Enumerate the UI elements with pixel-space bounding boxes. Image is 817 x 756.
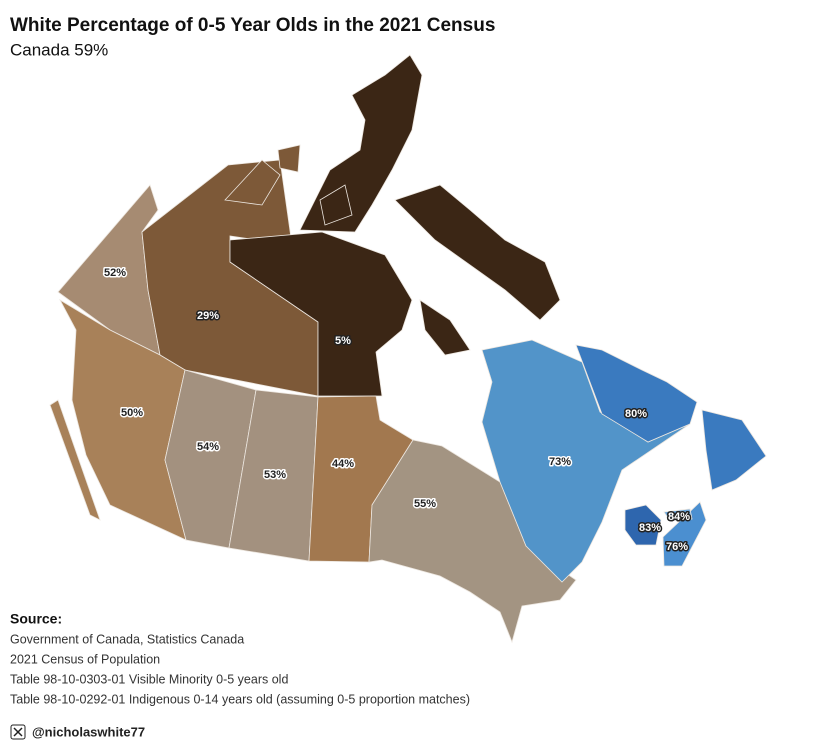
x-icon-mark — [13, 727, 23, 737]
region — [319, 184, 353, 226]
region — [663, 508, 693, 522]
region — [662, 501, 707, 567]
region — [701, 409, 767, 491]
value-label: 55% — [414, 498, 436, 510]
region — [624, 504, 662, 546]
region — [575, 344, 698, 443]
source-line: Table 98-10-0303-01 Visible Minority 0-5… — [10, 672, 288, 686]
subtitle: Canada 59% — [10, 40, 108, 59]
region — [419, 299, 471, 356]
source-line: 2021 Census of Population — [10, 652, 160, 666]
value-label: 84% — [668, 511, 690, 523]
value-label: 53% — [264, 469, 286, 481]
region — [49, 399, 101, 521]
map — [49, 54, 767, 644]
handle[interactable]: @nicholaswhite77 — [32, 724, 145, 739]
x-icon — [10, 724, 26, 740]
region — [394, 184, 561, 321]
region-labels: 52% 29% 5% 50% 54% 53% 44% 55% 73% 80% 83% 76% 84% — [102, 265, 691, 554]
region — [224, 159, 281, 206]
value-label: 76% — [666, 541, 688, 553]
region — [299, 54, 423, 233]
region — [164, 369, 257, 549]
value-label: 54% — [197, 441, 219, 453]
value-label: 50% — [121, 407, 143, 419]
value-label: 80% — [625, 408, 647, 420]
value-label: 29% — [197, 310, 219, 322]
value-label: 73% — [549, 456, 571, 468]
source-line: Table 98-10-0292-01 Indigenous 0-14 year… — [10, 692, 470, 706]
value-label: 5% — [335, 335, 351, 347]
value-label: 52% — [104, 267, 126, 279]
region — [229, 231, 413, 397]
source-title: Source: — [10, 611, 62, 627]
title: White Percentage of 0-5 Year Olds in the… — [10, 15, 495, 36]
value-label: 83% — [639, 522, 661, 534]
region — [277, 144, 301, 173]
value-label: 44% — [332, 458, 354, 470]
source-line: Government of Canada, Statistics Canada — [10, 632, 244, 646]
source: Government of Canada, Statistics Canada 2… — [10, 632, 470, 706]
region — [481, 339, 691, 583]
